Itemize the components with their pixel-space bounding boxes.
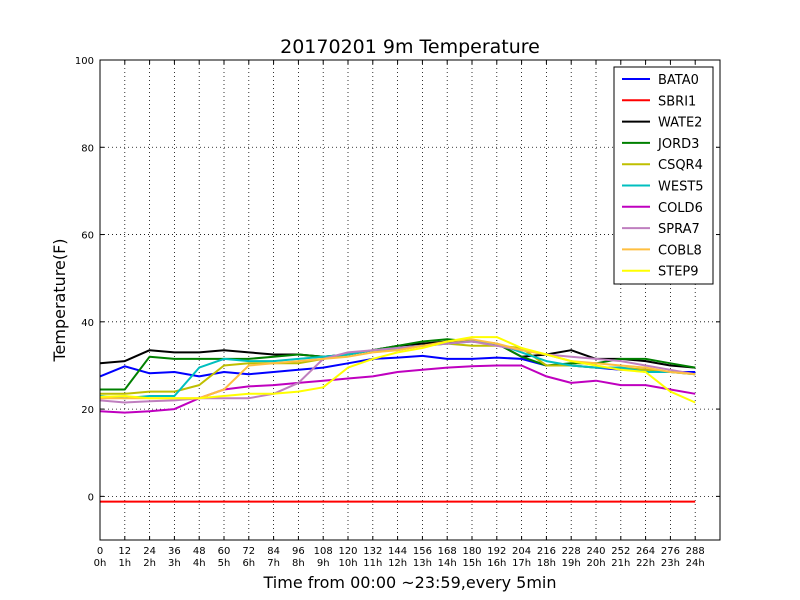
legend-label: WATE2 xyxy=(658,116,702,131)
x-tick-label: 180 xyxy=(462,546,481,557)
x-tick-label: 132 xyxy=(363,546,382,557)
x-tick-sublabel: 23h xyxy=(661,558,680,569)
y-tick-label: 80 xyxy=(81,143,94,154)
x-tick-label: 48 xyxy=(193,546,206,557)
x-tick-sublabel: 15h xyxy=(462,558,481,569)
x-tick-sublabel: 17h xyxy=(512,558,531,569)
legend-label: WEST5 xyxy=(658,180,704,195)
y-tick-label: 20 xyxy=(81,405,94,416)
x-tick-sublabel: 7h xyxy=(267,558,280,569)
series-line-step9 xyxy=(99,336,696,404)
x-tick-label: 72 xyxy=(242,546,255,557)
series-lines xyxy=(99,336,696,503)
legend-label: COLD6 xyxy=(658,201,703,216)
x-tick-sublabel: 19h xyxy=(562,558,581,569)
legend-label: BATA0 xyxy=(658,73,699,88)
x-tick-label: 240 xyxy=(586,546,605,557)
x-tick-sublabel: 9h xyxy=(317,558,330,569)
x-axis-label: Time from 00:00 ~23:59,every 5min xyxy=(263,573,557,592)
x-tick-sublabel: 5h xyxy=(218,558,231,569)
x-tick-label: 96 xyxy=(292,546,305,557)
x-tick-sublabel: 20h xyxy=(586,558,605,569)
x-tick-sublabel: 11h xyxy=(363,558,382,569)
x-tick-sublabel: 10h xyxy=(338,558,357,569)
x-tick-sublabel: 6h xyxy=(242,558,255,569)
x-tick-sublabel: 22h xyxy=(636,558,655,569)
x-tick-sublabel: 0h xyxy=(94,558,107,569)
x-tick-sublabel: 14h xyxy=(438,558,457,569)
x-tick-label: 204 xyxy=(512,546,531,557)
x-tick-sublabel: 2h xyxy=(143,558,156,569)
x-tick-label: 168 xyxy=(438,546,457,557)
x-tick-label: 156 xyxy=(413,546,432,557)
x-tick-label: 276 xyxy=(661,546,680,557)
x-tick-label: 288 xyxy=(686,546,705,557)
x-tick-label: 120 xyxy=(338,546,357,557)
x-tick-label: 60 xyxy=(218,546,231,557)
legend-label: STEP9 xyxy=(658,265,699,280)
y-tick-label: 40 xyxy=(81,318,94,329)
x-tick-label: 264 xyxy=(636,546,655,557)
x-tick-sublabel: 21h xyxy=(611,558,630,569)
x-tick-label: 12 xyxy=(118,546,131,557)
x-tick-sublabel: 3h xyxy=(168,558,181,569)
x-tick-label: 0 xyxy=(97,546,103,557)
y-tick-label: 100 xyxy=(75,56,94,67)
x-tick-sublabel: 16h xyxy=(487,558,506,569)
legend-label: CSQR4 xyxy=(658,158,703,173)
x-tick-label: 36 xyxy=(168,546,181,557)
x-tick-sublabel: 12h xyxy=(388,558,407,569)
x-tick-label: 84 xyxy=(267,546,280,557)
x-tick-sublabel: 18h xyxy=(537,558,556,569)
x-tick-label: 228 xyxy=(562,546,581,557)
x-tick-label: 216 xyxy=(537,546,556,557)
y-tick-label: 0 xyxy=(88,492,94,503)
legend-label: JORD3 xyxy=(657,137,699,152)
series-line-cold6 xyxy=(99,364,696,414)
x-tick-sublabel: 24h xyxy=(686,558,705,569)
axis-ticks: 00h121h242h363h484h605h726h847h968h1089h… xyxy=(75,56,720,569)
x-tick-label: 24 xyxy=(143,546,156,557)
x-tick-label: 108 xyxy=(314,546,333,557)
legend-box xyxy=(613,66,714,285)
x-tick-label: 192 xyxy=(487,546,506,557)
x-tick-label: 252 xyxy=(611,546,630,557)
chart-title: 20170201 9m Temperature xyxy=(280,36,540,58)
x-tick-sublabel: 8h xyxy=(292,558,305,569)
y-tick-label: 60 xyxy=(81,231,94,242)
x-tick-label: 144 xyxy=(388,546,407,557)
x-tick-sublabel: 1h xyxy=(118,558,131,569)
x-tick-sublabel: 13h xyxy=(413,558,432,569)
legend-label: SBRI1 xyxy=(658,94,696,109)
plot-area xyxy=(99,59,721,541)
legend-label: COBL8 xyxy=(658,243,702,258)
legend-label: SPRA7 xyxy=(658,222,700,237)
y-axis-label: Temperature(F) xyxy=(50,238,69,362)
legend: BATA0 SBRI1 WATE2 JORD3 CSQR4 WEST5 COLD6 SPRA7… xyxy=(613,66,714,285)
x-tick-sublabel: 4h xyxy=(193,558,206,569)
